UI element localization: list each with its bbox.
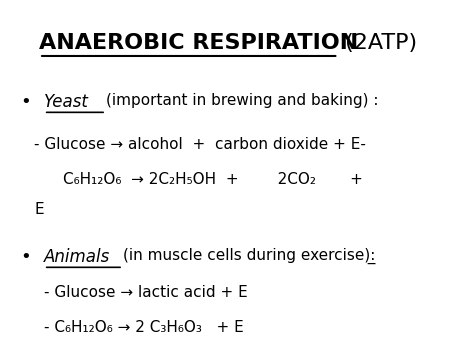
Text: •: • [20,248,31,266]
Text: C₆H₁₂O₆  → 2C₂H₅OH  +        2CO₂       +: C₆H₁₂O₆ → 2C₂H₅OH + 2CO₂ + [63,172,363,187]
Text: •: • [20,93,31,111]
Text: - Glucose → alcohol  +  carbon dioxide + E-: - Glucose → alcohol + carbon dioxide + E… [35,137,366,152]
Text: Animals: Animals [44,248,115,266]
Text: (in muscle cells during exercise):̲̲: (in muscle cells during exercise):̲̲ [123,248,375,264]
Text: (2ATP): (2ATP) [338,33,418,53]
Text: (important in brewing and baking) :: (important in brewing and baking) : [106,93,379,108]
Text: Yeast: Yeast [44,93,93,111]
Text: ANAEROBIC RESPIRATION: ANAEROBIC RESPIRATION [39,33,358,53]
Text: E: E [35,202,44,217]
Text: - Glucose → lactic acid + E: - Glucose → lactic acid + E [44,285,247,300]
Text: - C₆H₁₂O₆ → 2 C₃H₆O₃   + E: - C₆H₁₂O₆ → 2 C₃H₆O₃ + E [44,320,244,335]
